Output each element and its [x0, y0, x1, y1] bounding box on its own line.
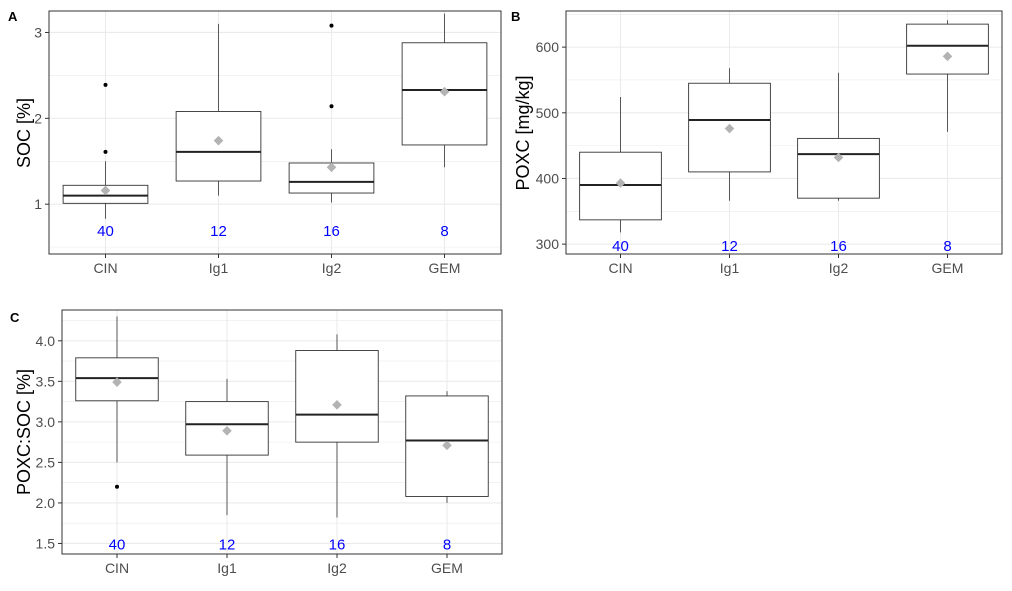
panel-a-plot-border: [48, 10, 502, 255]
panel-c-mean-marker: [222, 425, 232, 436]
panel-c-y-axis-title: POXC:SOC [%]: [14, 369, 34, 495]
panel-a-y-tick-label: 2: [34, 110, 42, 126]
panel-c-y-tick-label: 1.5: [36, 535, 56, 551]
panel-b-mean-marker: [724, 123, 735, 134]
panel-b-box: [906, 23, 989, 75]
panel-a-outlier-point: [103, 149, 108, 154]
panel-a-x-tick-label: CIN: [93, 260, 117, 276]
panel-a-y-axis-title: SOC [%]: [14, 98, 34, 168]
panel-b-y-axis-title: POXC [mg/kg]: [513, 75, 533, 190]
panel-c-x-tick-label: GEM: [431, 560, 463, 576]
panel-b-x-tick-label: CIN: [608, 260, 632, 276]
panel-b-count-label: 40: [612, 238, 629, 255]
panel-c-count-label: 8: [443, 536, 451, 553]
panel-a-outlier-point: [103, 82, 108, 87]
panel-a-box: [175, 111, 262, 182]
panel-c-x-tick-label: CIN: [105, 560, 129, 576]
panel-b-y-tick-label: 400: [536, 170, 560, 186]
panel-c-axes: 1.5 2.0 2.5 3.0 3.5 4.0 CIN Ig1 Ig2 GEM: [36, 333, 463, 576]
panel-b-mean-marker: [615, 178, 626, 188]
panel-c-count-label: 40: [109, 536, 126, 553]
panel-b-mean-marker: [833, 152, 844, 163]
panel-c-outlier-point: [115, 484, 119, 489]
panel-b-marks: 40 12 16 8: [579, 20, 989, 255]
panel-c-count-label: 16: [329, 536, 346, 553]
panel-a-x-tick-label: Ig2: [322, 260, 342, 276]
panel-c-plot-border: [61, 309, 503, 555]
panel-a-count-label: 12: [210, 223, 227, 240]
panel-c-count-label: 12: [219, 536, 236, 553]
panel-b-count-label: 16: [830, 238, 847, 255]
panel-b-axes: 300 400 500 600 CIN Ig1 Ig2 GEM: [536, 39, 964, 276]
panel-a-count-label: 16: [323, 223, 340, 240]
panel-b-x-tick-label: Ig1: [720, 260, 740, 276]
panel-a-count-label: 40: [97, 223, 114, 240]
panel-a-marks: 40 12 16 8: [62, 13, 488, 240]
panel-a-mean-marker: [100, 185, 111, 196]
panel-a-x-tick-label: Ig1: [209, 260, 229, 276]
panel-b-y-tick-label: 300: [536, 236, 560, 252]
panel-c-y-tick-label: 2.5: [36, 454, 56, 470]
panel-b-count-label: 12: [721, 238, 738, 255]
panel-c-y-tick-label: 3.0: [36, 414, 56, 430]
panel-a-y-tick-label: 1: [34, 196, 42, 212]
panel-c-y-tick-label: 3.5: [36, 373, 56, 389]
panel-b-box: [797, 137, 880, 199]
panel-a-mean-marker: [439, 86, 450, 97]
panel-c-mean-marker: [442, 440, 452, 451]
panel-b: B POXC [mg/kg] 40 12 16 8 300 400 500 600 CIN Ig…: [511, 9, 1003, 276]
panel-b-tag: B: [511, 9, 520, 24]
panel-a-mean-marker: [213, 135, 224, 146]
panel-c-y-tick-label: 4.0: [36, 333, 56, 349]
panel-b-count-label: 8: [943, 238, 951, 255]
panel-c-x-tick-label: Ig1: [217, 560, 237, 576]
panel-b-y-tick-label: 600: [536, 39, 560, 55]
panel-c-x-tick-label: Ig2: [327, 560, 347, 576]
panel-a-outlier-point: [329, 23, 334, 28]
panel-c-mean-marker: [112, 377, 122, 387]
panel-b-y-tick-label: 500: [536, 105, 560, 121]
panel-a-outlier-point: [329, 104, 334, 109]
panel-a-count-label: 8: [440, 223, 448, 240]
panel-c-y-tick-label: 2.0: [36, 495, 56, 511]
panel-c-box: [295, 350, 379, 443]
panel-a-tag: A: [8, 9, 18, 24]
panel-a-mean-marker: [326, 162, 337, 173]
panel-c-tag: C: [10, 310, 20, 325]
panel-a-y-tick-label: 3: [34, 24, 42, 40]
panel-b-x-tick-label: Ig2: [829, 260, 849, 276]
panel-b-mean-marker: [942, 51, 953, 62]
panel-c: C POXC:SOC [%] 40 12 16 8 1.5 2.0 2.5 3.0 3.5 4.…: [10, 309, 503, 576]
panel-b-x-tick-label: GEM: [932, 260, 964, 276]
panel-c-mean-marker: [332, 400, 342, 410]
panel-b-plot-border: [565, 10, 1003, 255]
panel-a-x-tick-label: GEM: [429, 260, 461, 276]
panel-c-marks: 40 12 16 8: [75, 316, 489, 553]
